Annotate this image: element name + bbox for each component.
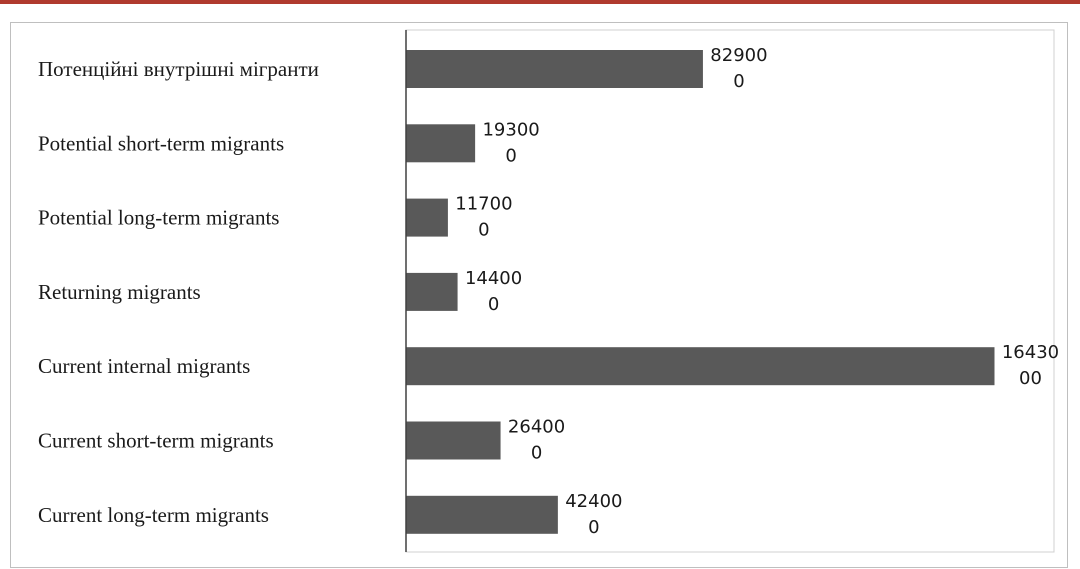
data-label-line: 0 [531,443,542,464]
category-label: Current long-term migrants [38,503,269,527]
category-label: Returning migrants [38,280,201,304]
data-label: 42400 0 [565,491,622,538]
data-label: 26400 0 [508,417,565,464]
data-label-line: 82900 [710,45,767,66]
chart-frame [10,22,1068,568]
data-label-line: 19300 [482,119,539,140]
data-label-line: 0 [478,220,489,241]
data-label-line: 0 [505,145,516,166]
data-label-line: 0 [488,294,499,315]
bar [406,347,995,386]
bar [406,272,458,311]
data-label: 82900 0 [710,45,767,92]
bar [406,495,558,534]
data-label-line: 0 [733,71,744,92]
data-label-line: 16430 [1002,342,1059,363]
data-label-line: 11700 [455,194,512,215]
category-labels-layer: Потенційні внутрішні мігранти Potential s… [38,57,319,527]
category-label: Потенційні внутрішні мігранти [38,57,319,81]
bar [406,421,501,460]
data-label-line: 0 [588,517,599,538]
data-label: 14400 0 [465,268,522,315]
category-label: Potential long-term migrants [38,206,279,230]
bar [406,50,703,88]
bar [406,198,448,237]
category-label: Current internal migrants [38,354,250,378]
data-label: 16430 00 [1002,342,1059,389]
category-label: Potential short-term migrants [38,131,284,155]
data-label-line: 14400 [465,268,522,289]
data-label-line: 26400 [508,417,565,438]
bars-layer [406,50,995,534]
category-label: Current short-term migrants [38,429,274,453]
data-label-line: 42400 [565,491,622,512]
data-label-line: 00 [1019,368,1042,389]
data-label: 11700 0 [455,194,512,241]
data-label: 19300 0 [482,119,539,166]
top-accent-rule [0,0,1080,4]
plot-area-border [405,29,1055,553]
bar [406,124,476,163]
